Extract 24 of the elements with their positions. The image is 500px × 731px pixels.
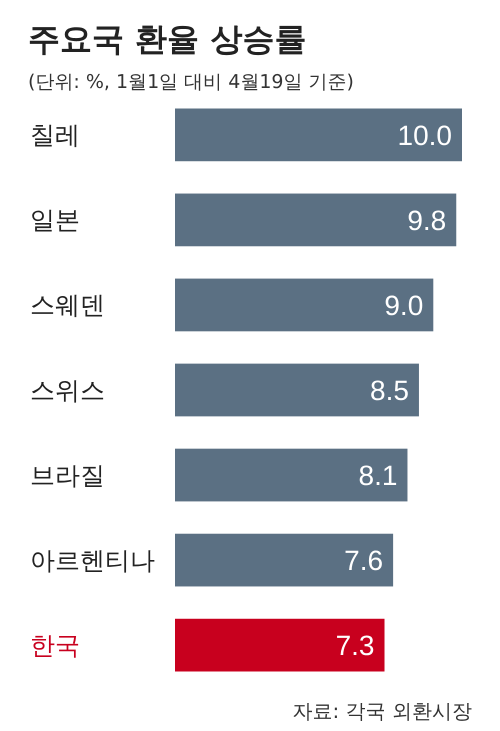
chart-subtitle: (단위: %, 1월1일 대비 4월19일 기준) — [28, 71, 354, 93]
bar — [175, 278, 434, 332]
bar — [175, 194, 456, 246]
bar — [175, 364, 419, 416]
data-label: 8.1 — [358, 460, 398, 492]
data-label: 8.5 — [370, 375, 409, 406]
y-tick-label: 한국 — [30, 630, 80, 660]
y-tick-label: 칠레 — [30, 120, 80, 150]
bar — [175, 108, 462, 162]
y-tick-label: 스위스 — [30, 376, 105, 405]
data-label: 9.0 — [384, 290, 424, 322]
y-tick-label: 일본 — [30, 206, 80, 235]
y-tick-label: 브라질 — [30, 460, 105, 490]
chart-title: 주요국 환율 상승률 — [28, 20, 306, 58]
bar — [175, 618, 385, 672]
text: 자료: 각국 외환시장 — [292, 699, 472, 723]
data-label: 9.8 — [407, 204, 446, 236]
data-label: 10.0 — [398, 120, 452, 151]
bar — [175, 534, 394, 586]
y-tick-label: 아르헨티나 — [30, 546, 155, 575]
data-label: 7.3 — [336, 630, 375, 662]
y-tick-label: 스웨덴 — [30, 290, 105, 320]
data-label: 7.6 — [344, 545, 384, 576]
bar — [175, 448, 408, 502]
